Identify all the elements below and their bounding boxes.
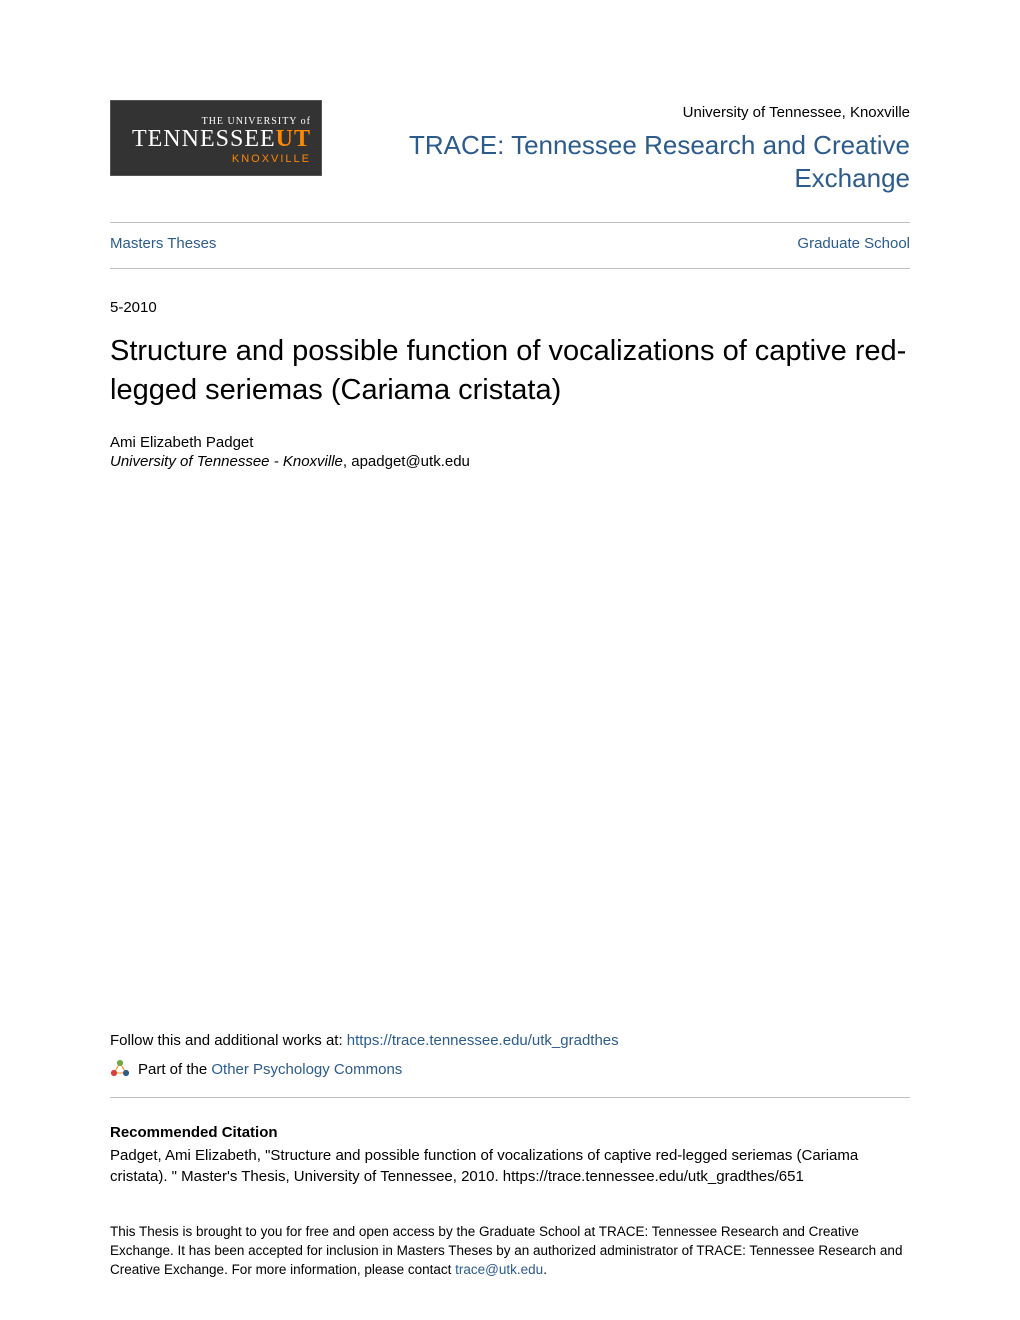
- logo-ut: UT: [276, 126, 311, 152]
- publication-date: 5-2010: [110, 299, 910, 316]
- citation-heading: Recommended Citation: [110, 1124, 910, 1141]
- follow-prefix: Follow this and additional works at:: [110, 1032, 347, 1049]
- commons-text: Part of the Other Psychology Commons: [138, 1061, 402, 1078]
- commons-prefix: Part of the: [138, 1061, 211, 1078]
- collection-link[interactable]: Masters Theses: [110, 235, 216, 252]
- citation-body: Padget, Ami Elizabeth, "Structure and po…: [110, 1145, 910, 1187]
- commons-link[interactable]: Other Psychology Commons: [211, 1061, 402, 1078]
- divider-citation: [110, 1097, 910, 1098]
- affiliation-separator: ,: [343, 453, 351, 470]
- divider-nav: [110, 268, 910, 269]
- breadcrumb-nav: Masters Theses Graduate School: [110, 235, 910, 252]
- follow-link[interactable]: https://trace.tennessee.edu/utk_gradthes: [347, 1032, 619, 1049]
- document-title: Structure and possible function of vocal…: [110, 332, 910, 410]
- author-name: Ami Elizabeth Padget: [110, 434, 910, 451]
- footer-suffix: .: [543, 1262, 547, 1277]
- header-text: University of Tennessee, Knoxville TRACE…: [322, 100, 910, 194]
- affiliation-institution: University of Tennessee - Knoxville: [110, 453, 343, 470]
- divider-top: [110, 222, 910, 223]
- repository-link[interactable]: TRACE: Tennessee Research and Creative E…: [409, 130, 910, 193]
- header-row: THE UNIVERSITY of TENNESSEEUT KNOXVILLE …: [110, 100, 910, 194]
- author-affiliation: University of Tennessee - Knoxville, apa…: [110, 453, 910, 470]
- content-spacer: [110, 470, 910, 1032]
- network-icon: [110, 1059, 130, 1079]
- logo-line2: TENNESSEEUT: [132, 127, 311, 151]
- logo-line3: KNOXVILLE: [232, 153, 311, 165]
- logo-name: TENNESSEE: [132, 126, 276, 152]
- contact-link[interactable]: trace@utk.edu: [455, 1262, 543, 1277]
- follow-line: Follow this and additional works at: htt…: [110, 1032, 910, 1049]
- parent-link[interactable]: Graduate School: [797, 235, 910, 252]
- university-logo[interactable]: THE UNIVERSITY of TENNESSEEUT KNOXVILLE: [110, 100, 322, 176]
- commons-row: Part of the Other Psychology Commons: [110, 1059, 910, 1079]
- institution-name: University of Tennessee, Knoxville: [322, 104, 910, 121]
- affiliation-email: apadget@utk.edu: [351, 453, 470, 470]
- footer-text: This Thesis is brought to you for free a…: [110, 1223, 910, 1280]
